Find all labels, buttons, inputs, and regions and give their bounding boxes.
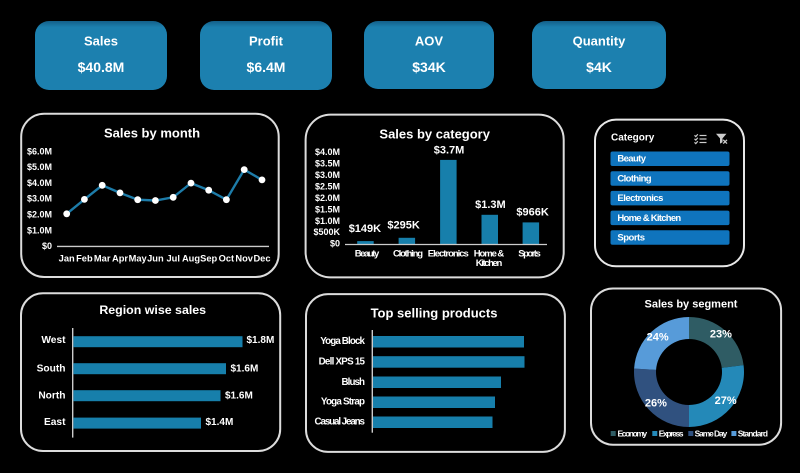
- svg-text:$2.5M: $2.5M: [315, 182, 340, 192]
- svg-text:Yoga Block: Yoga Block: [320, 336, 365, 347]
- svg-text:Beauty: Beauty: [355, 249, 380, 260]
- svg-text:West: West: [41, 335, 66, 346]
- svg-text:Home & Kitchen: Home & Kitchen: [617, 213, 681, 224]
- svg-text:$6.0M: $6.0M: [27, 146, 52, 156]
- svg-text:$34K: $34K: [412, 59, 445, 75]
- svg-text:South: South: [37, 364, 66, 375]
- svg-text:$966K: $966K: [516, 207, 548, 219]
- svg-text:Jan: Jan: [59, 254, 75, 264]
- svg-text:Yoga Strap: Yoga Strap: [321, 397, 365, 408]
- svg-text:East: East: [44, 417, 66, 428]
- svg-text:$5.0M: $5.0M: [27, 162, 52, 172]
- svg-text:Kitchen: Kitchen: [476, 258, 503, 269]
- svg-text:Home &: Home &: [474, 249, 505, 260]
- svg-text:23%: 23%: [710, 329, 732, 341]
- svg-text:$149K: $149K: [349, 223, 381, 235]
- svg-text:Apr: Apr: [112, 254, 128, 264]
- svg-text:Clothing: Clothing: [393, 249, 423, 260]
- svg-text:$4K: $4K: [586, 59, 612, 75]
- svg-text:Sales: Sales: [84, 34, 118, 49]
- svg-text:Electronics: Electronics: [617, 193, 663, 204]
- svg-text:Jul: Jul: [166, 254, 179, 264]
- svg-text:Sports: Sports: [518, 249, 541, 260]
- svg-text:$2.0M: $2.0M: [27, 210, 52, 220]
- svg-text:$1.3M: $1.3M: [475, 199, 506, 211]
- svg-text:$2.0M: $2.0M: [315, 193, 340, 203]
- svg-text:Region wise sales: Region wise sales: [99, 303, 206, 317]
- svg-text:Aug: Aug: [182, 254, 200, 264]
- svg-text:Sep: Sep: [200, 254, 217, 264]
- svg-text:Nov: Nov: [235, 254, 253, 264]
- svg-text:Sports: Sports: [617, 233, 645, 244]
- svg-text:26%: 26%: [645, 397, 667, 409]
- svg-text:$3.0M: $3.0M: [315, 170, 340, 180]
- svg-text:$3.0M: $3.0M: [27, 194, 52, 204]
- svg-text:$40.8M: $40.8M: [78, 59, 125, 75]
- svg-text:Standard: Standard: [738, 429, 768, 439]
- svg-text:Top selling products: Top selling products: [371, 306, 498, 321]
- svg-text:Mar: Mar: [94, 254, 111, 264]
- svg-text:Jun: Jun: [147, 254, 164, 264]
- svg-text:Dell XPS 15: Dell XPS 15: [319, 357, 366, 368]
- svg-text:Economy: Economy: [618, 429, 648, 439]
- svg-text:Beauty: Beauty: [617, 154, 646, 165]
- svg-text:May: May: [129, 254, 148, 264]
- svg-text:$6.4M: $6.4M: [247, 59, 286, 75]
- svg-text:24%: 24%: [647, 332, 669, 344]
- svg-text:Casual Jeans: Casual Jeans: [315, 417, 366, 428]
- svg-text:North: North: [38, 391, 65, 402]
- svg-text:$3.7M: $3.7M: [434, 144, 465, 156]
- svg-text:Sales by segment: Sales by segment: [645, 299, 738, 311]
- svg-text:Dec: Dec: [253, 254, 270, 264]
- svg-text:$295K: $295K: [387, 220, 419, 232]
- svg-text:Oct: Oct: [219, 254, 235, 264]
- svg-text:$500K: $500K: [313, 227, 340, 237]
- svg-text:Electronics: Electronics: [428, 249, 469, 260]
- svg-text:Same Day: Same Day: [695, 429, 728, 439]
- svg-text:$3.5M: $3.5M: [315, 159, 340, 169]
- svg-text:Category: Category: [611, 133, 655, 144]
- svg-text:Quantity: Quantity: [573, 34, 626, 49]
- svg-text:AOV: AOV: [415, 34, 444, 49]
- svg-text:$0: $0: [42, 241, 52, 251]
- svg-text:$1.6M: $1.6M: [231, 364, 259, 375]
- svg-text:27%: 27%: [715, 395, 737, 407]
- svg-text:Express: Express: [659, 429, 684, 439]
- svg-text:$1.0M: $1.0M: [27, 225, 52, 235]
- svg-text:Sales by month: Sales by month: [104, 126, 200, 141]
- svg-text:$1.4M: $1.4M: [206, 417, 234, 428]
- svg-text:Feb: Feb: [76, 254, 93, 264]
- svg-text:Profit: Profit: [249, 34, 284, 49]
- svg-text:$1.8M: $1.8M: [247, 335, 275, 346]
- svg-text:Sales by category: Sales by category: [379, 127, 490, 142]
- svg-text:$1.5M: $1.5M: [315, 204, 340, 214]
- svg-text:Clothing: Clothing: [617, 173, 651, 184]
- svg-text:Blush: Blush: [342, 377, 366, 388]
- svg-text:$4.0M: $4.0M: [315, 147, 340, 157]
- svg-text:$1.6M: $1.6M: [225, 391, 253, 402]
- svg-text:$4.0M: $4.0M: [27, 178, 52, 188]
- svg-text:$1.0M: $1.0M: [315, 216, 340, 226]
- svg-text:$0: $0: [330, 239, 340, 249]
